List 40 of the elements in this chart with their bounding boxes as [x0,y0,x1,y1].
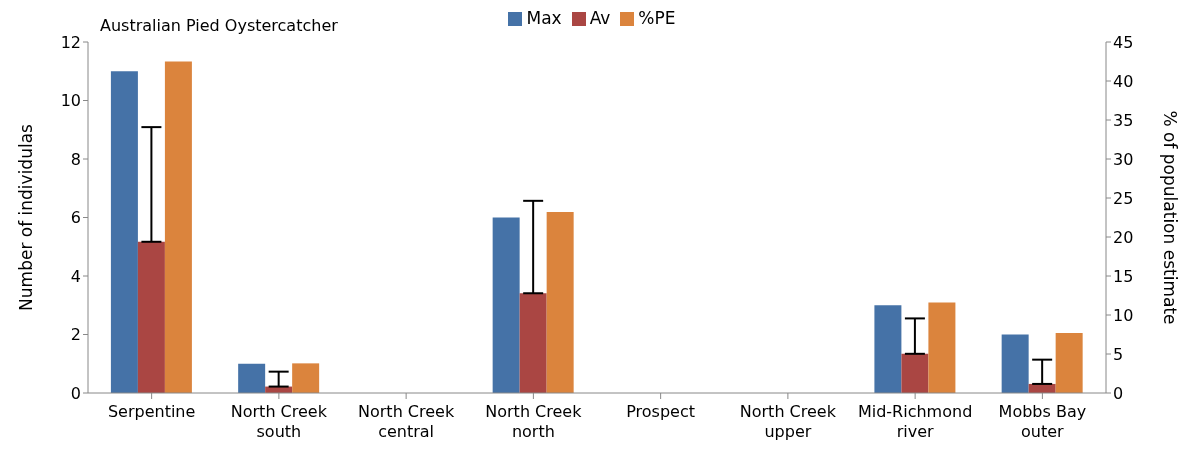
y-axis-title: Number of individulas [16,123,37,311]
legend-label: %PE [638,8,676,28]
y-tick-label: 6 [70,208,81,228]
bar [492,217,520,393]
y-tick-label: 2 [70,325,81,345]
y2-tick-label: 35 [1113,110,1134,130]
y2-tick-label: 40 [1113,71,1134,91]
x-tick-label: North Creek central [358,402,455,441]
y2-tick-label: 45 [1113,32,1134,52]
bar [928,302,956,393]
y2-tick-label: 30 [1113,149,1134,169]
y2-tick-label: 25 [1113,188,1134,208]
bar [1055,332,1083,393]
x-tick-label: North Creek upper [739,402,837,441]
x-tick-label: North Creek south [230,402,328,441]
y-tick-label: 4 [70,266,81,286]
x-tick-label: Mid-Richmond river [857,402,973,441]
y2-tick-label: 5 [1113,344,1124,364]
y-tick-label: 10 [60,91,81,111]
bar [238,363,266,393]
x-tick-label: Serpentine [107,402,196,421]
y2-tick-label: 20 [1113,227,1134,247]
y2-tick-label: 15 [1113,266,1134,286]
y-tick-label: 8 [70,149,81,169]
bar [874,305,902,393]
y-tick-label: 12 [60,32,81,52]
y2-tick-label: 0 [1113,383,1124,403]
x-tick-label: North Creek north [485,402,583,441]
chart-title: Australian Pied Oystercatcher [100,16,338,35]
legend-label: Max [526,8,562,28]
bar [292,363,320,393]
y2-tick-label: 10 [1113,305,1134,325]
x-tick-label: Mobbs Bay outer [998,402,1087,441]
bar [164,61,192,393]
x-tick-label: Prospect [626,402,696,421]
legend-label: Av [589,8,611,28]
bar [110,71,138,393]
y2-axis-title: % of population estimate [1159,110,1180,325]
y-tick-label: 0 [70,383,81,403]
bar [1001,334,1029,393]
